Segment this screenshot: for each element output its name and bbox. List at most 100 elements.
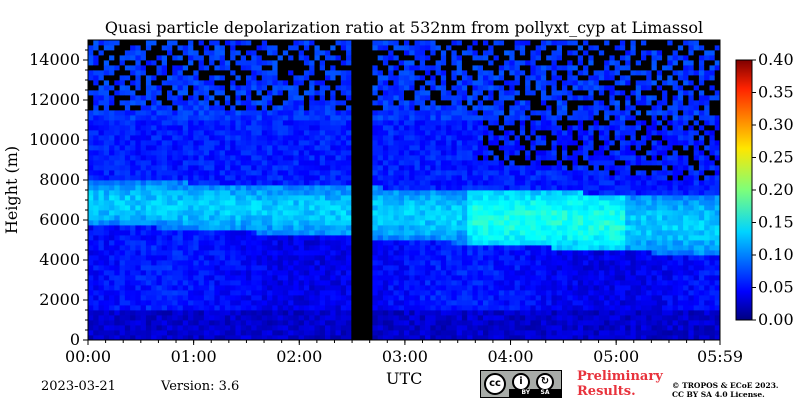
heatmap-cell <box>198 295 205 301</box>
heatmap-cell <box>235 110 242 116</box>
heatmap-cell <box>119 190 126 196</box>
heatmap-cell <box>372 265 379 271</box>
heatmap-cell <box>419 155 426 161</box>
heatmap-cell <box>156 135 163 141</box>
heatmap-cell <box>346 300 352 306</box>
heatmap-cell <box>93 195 99 201</box>
heatmap-cell <box>114 175 120 181</box>
heatmap-cell <box>319 220 326 226</box>
heatmap-cell <box>382 300 389 306</box>
heatmap-cell <box>246 190 252 196</box>
heatmap-cell <box>446 55 452 61</box>
heatmap-cell <box>277 160 284 166</box>
heatmap-cell <box>435 250 442 256</box>
heatmap-cell <box>325 185 331 191</box>
heatmap-cell <box>335 45 342 51</box>
heatmap-cell <box>488 275 494 281</box>
heatmap-cell <box>493 325 500 331</box>
heatmap-cell <box>182 130 189 136</box>
heatmap-cell <box>351 110 357 116</box>
heatmap-cell <box>451 265 458 271</box>
heatmap-cell <box>130 170 136 176</box>
heatmap-cell <box>272 335 278 340</box>
heatmap-cell <box>351 160 357 166</box>
heatmap-cell <box>293 135 300 141</box>
heatmap-cell <box>477 70 484 76</box>
heatmap-cell <box>203 320 210 326</box>
heatmap-cell <box>330 50 336 56</box>
heatmap-cell <box>404 60 410 66</box>
heatmap-cell <box>272 280 278 286</box>
heatmap-cell <box>188 50 194 56</box>
heatmap-cell <box>177 330 184 336</box>
heatmap-cell <box>461 315 468 321</box>
heatmap-cell <box>498 95 505 101</box>
heatmap-cell <box>145 100 152 106</box>
heatmap-cell <box>472 295 479 301</box>
heatmap-cell <box>93 235 99 241</box>
heatmap-cell <box>472 210 479 216</box>
heatmap-cell <box>467 100 473 106</box>
heatmap-cell <box>88 260 94 266</box>
heatmap-cell <box>151 295 157 301</box>
heatmap-cell <box>261 200 268 206</box>
heatmap-cell <box>425 45 431 51</box>
heatmap-cell <box>398 280 405 286</box>
heatmap-cell <box>119 160 126 166</box>
heatmap-cell <box>109 110 115 116</box>
heatmap-cell <box>330 90 336 96</box>
heatmap-cell <box>203 145 210 151</box>
heatmap-cell <box>98 220 105 226</box>
heatmap-cell <box>209 105 215 111</box>
heatmap-cell <box>151 185 157 191</box>
heatmap-cell <box>440 300 447 306</box>
heatmap-cell <box>277 230 284 236</box>
heatmap-cell <box>525 325 531 331</box>
heatmap-cell <box>440 165 447 171</box>
heatmap-cell <box>367 255 373 261</box>
heatmap-cell <box>435 100 442 106</box>
heatmap-cell <box>246 140 252 146</box>
heatmap-cell <box>446 135 452 141</box>
heatmap-cell <box>430 165 436 171</box>
heatmap-cell <box>198 160 205 166</box>
heatmap-cell <box>393 165 400 171</box>
heatmap-cell <box>288 245 294 251</box>
heatmap-cell <box>219 105 226 111</box>
heatmap-cell <box>477 135 484 141</box>
heatmap-cell <box>203 310 210 316</box>
heatmap-cell <box>435 45 442 51</box>
heatmap-cell <box>504 100 510 106</box>
heatmap-cell <box>172 60 178 66</box>
heatmap-cell <box>488 240 494 246</box>
heatmap-cell <box>282 195 289 201</box>
heatmap-cell <box>325 275 331 281</box>
heatmap-cell <box>309 150 315 156</box>
heatmap-cell <box>519 230 526 236</box>
heatmap-cell <box>135 65 142 71</box>
heatmap-cell <box>435 290 442 296</box>
heatmap-cell <box>282 200 289 206</box>
heatmap-cell <box>519 125 526 131</box>
heatmap-cell <box>224 180 231 186</box>
heatmap-cell <box>477 175 484 181</box>
heatmap-cell <box>446 155 452 161</box>
heatmap-cell <box>435 115 442 121</box>
heatmap-cell <box>272 320 278 326</box>
heatmap-cell <box>335 265 342 271</box>
heatmap-cell <box>182 145 189 151</box>
heatmap-cell <box>456 205 463 211</box>
heatmap-cell <box>519 45 526 51</box>
heatmap-cell <box>124 335 131 340</box>
heatmap-cell <box>498 250 505 256</box>
heatmap-cell <box>398 240 405 246</box>
heatmap-cell <box>419 255 426 261</box>
heatmap-cell <box>193 160 199 166</box>
heatmap-cell <box>188 160 194 166</box>
heatmap-cell <box>477 100 484 106</box>
heatmap-cell <box>224 40 231 46</box>
heatmap-cell <box>435 330 442 336</box>
heatmap-cell <box>361 255 368 261</box>
heatmap-cell <box>98 320 105 326</box>
heatmap-cell <box>419 185 426 191</box>
